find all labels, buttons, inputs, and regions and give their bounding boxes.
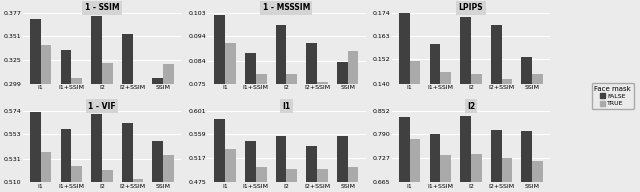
Bar — [245, 53, 256, 192]
Bar — [132, 179, 143, 192]
Bar — [41, 152, 51, 192]
Bar — [471, 154, 482, 192]
Bar — [532, 161, 543, 192]
Bar — [276, 25, 287, 192]
Bar — [502, 158, 512, 192]
Bar — [440, 155, 451, 192]
Bar — [399, 12, 410, 192]
Bar — [522, 131, 532, 192]
Bar — [256, 167, 266, 192]
Title: I2: I2 — [467, 102, 475, 111]
Bar — [287, 74, 297, 192]
Bar — [410, 61, 420, 192]
Bar — [399, 117, 410, 192]
Bar — [429, 44, 440, 192]
Bar — [30, 19, 41, 192]
Bar — [152, 78, 163, 192]
Title: 1 - SSIM: 1 - SSIM — [84, 3, 119, 12]
Bar — [91, 114, 102, 192]
Bar — [471, 74, 482, 192]
Bar — [152, 141, 163, 192]
Bar — [214, 119, 225, 192]
Bar — [522, 57, 532, 192]
Title: LPIPS: LPIPS — [459, 3, 483, 12]
Bar — [348, 167, 358, 192]
Bar — [245, 141, 256, 192]
Bar — [225, 149, 236, 192]
Bar — [102, 63, 113, 192]
Title: 1 - VIF: 1 - VIF — [88, 102, 116, 111]
Bar — [502, 79, 512, 192]
Bar — [71, 166, 82, 192]
Bar — [348, 51, 358, 192]
Bar — [337, 62, 348, 192]
Bar — [491, 25, 502, 192]
Bar — [122, 123, 132, 192]
Bar — [276, 136, 287, 192]
Bar — [102, 170, 113, 192]
Bar — [337, 136, 348, 192]
Bar — [491, 130, 502, 192]
Legend: FALSE, TRUE: FALSE, TRUE — [592, 83, 634, 109]
Bar — [61, 50, 71, 192]
Bar — [429, 134, 440, 192]
Bar — [317, 169, 328, 192]
Title: I1: I1 — [282, 102, 291, 111]
Bar — [410, 139, 420, 192]
Bar — [122, 34, 132, 192]
Bar — [460, 17, 471, 192]
Bar — [132, 85, 143, 192]
Bar — [41, 45, 51, 192]
Bar — [163, 64, 174, 192]
Bar — [307, 146, 317, 192]
Bar — [287, 169, 297, 192]
Title: 1 - MSSSIM: 1 - MSSSIM — [263, 3, 310, 12]
Bar — [317, 81, 328, 192]
Bar — [256, 74, 266, 192]
Bar — [163, 155, 174, 192]
Bar — [532, 74, 543, 192]
Bar — [307, 43, 317, 192]
Bar — [460, 116, 471, 192]
Bar — [61, 128, 71, 192]
Bar — [214, 15, 225, 192]
Bar — [440, 73, 451, 192]
Bar — [225, 43, 236, 192]
Bar — [30, 112, 41, 192]
Bar — [91, 16, 102, 192]
Bar — [71, 78, 82, 192]
